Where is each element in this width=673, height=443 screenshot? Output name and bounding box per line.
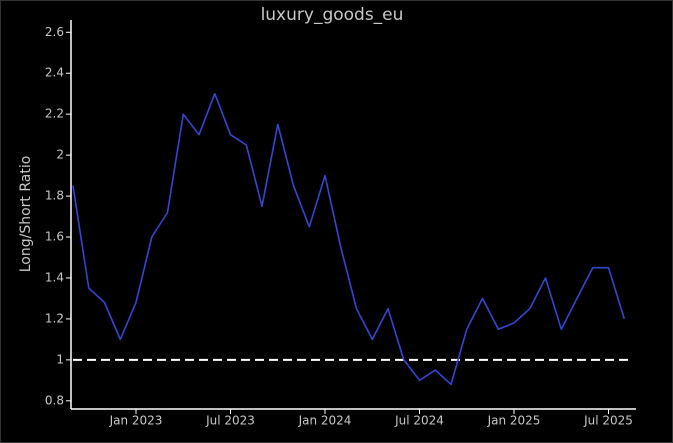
x-tick-label: Jul 2025 bbox=[583, 414, 633, 428]
x-tick-label: Jan 2025 bbox=[487, 414, 541, 428]
y-axis-label: Long/Short Ratio bbox=[18, 156, 34, 273]
x-tick-label: Jul 2023 bbox=[205, 414, 255, 428]
y-tick-label: 2.2 bbox=[45, 107, 64, 121]
x-tick-label: Jul 2024 bbox=[394, 414, 444, 428]
y-tick-label: 0.8 bbox=[45, 393, 64, 407]
y-tick-label: 1.2 bbox=[45, 311, 64, 325]
y-tick-label: 2.4 bbox=[45, 66, 64, 80]
x-tick-label: Jan 2024 bbox=[298, 414, 352, 428]
y-tick-label: 1.8 bbox=[45, 189, 64, 203]
y-tick-label: 2.6 bbox=[45, 25, 64, 39]
chart-title: luxury_goods_eu bbox=[261, 5, 404, 25]
y-tick-label: 2 bbox=[56, 148, 64, 162]
data-line bbox=[72, 92, 626, 386]
x-tick-label: Jan 2023 bbox=[109, 414, 163, 428]
y-tick-label: 1 bbox=[56, 352, 64, 366]
y-tick-label: 1.6 bbox=[45, 230, 64, 244]
y-tick-label: 1.4 bbox=[45, 270, 64, 284]
